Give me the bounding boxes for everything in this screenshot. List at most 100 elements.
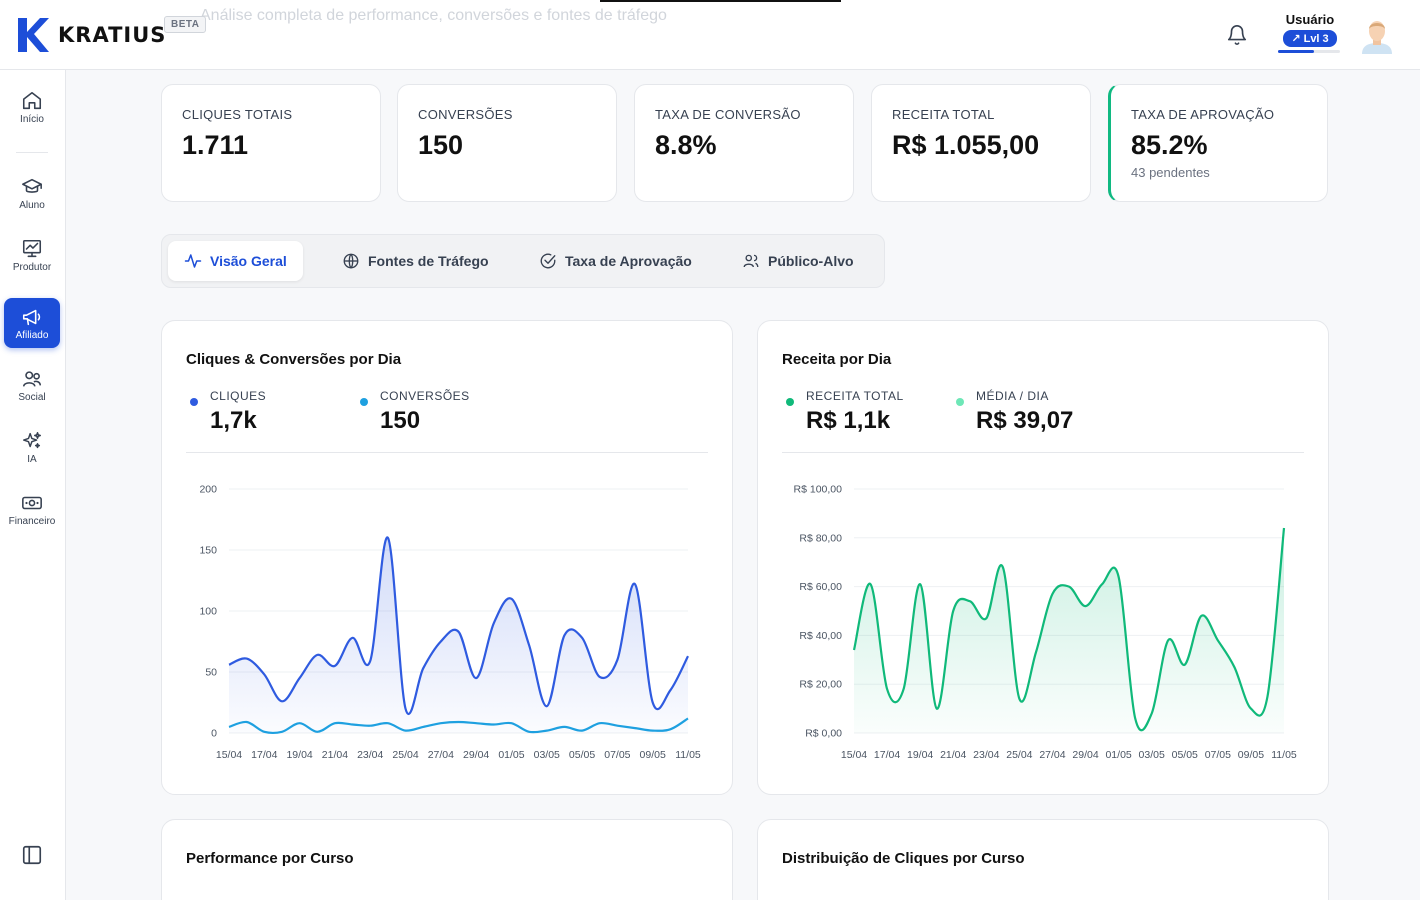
series-line[interactable] bbox=[228, 717, 689, 735]
check-circle-icon bbox=[540, 253, 556, 269]
series-line[interactable] bbox=[852, 527, 1286, 732]
x-tick-label: 11/05 bbox=[1271, 749, 1297, 761]
legend-value: 1,7k bbox=[210, 407, 257, 434]
sidebar-divider bbox=[16, 152, 48, 153]
sidebar-item-label: Afiliado bbox=[15, 330, 49, 341]
kpi-label: TAXA DE CONVERSÃO bbox=[655, 107, 801, 122]
kpi-label: CONVERSÕES bbox=[418, 107, 513, 122]
x-tick-label: 17/04 bbox=[251, 749, 277, 761]
x-tick-label: 05/05 bbox=[1172, 749, 1198, 761]
y-tick-label: R$ 0,00 bbox=[805, 728, 842, 740]
y-tick-label: R$ 80,00 bbox=[799, 532, 842, 544]
x-tick-label: 25/04 bbox=[1006, 749, 1032, 761]
x-tick-label: 19/04 bbox=[286, 749, 312, 761]
y-tick-label: R$ 40,00 bbox=[799, 630, 842, 642]
kpi-label: RECEITA TOTAL bbox=[892, 107, 995, 122]
x-tick-label: 27/04 bbox=[1039, 749, 1065, 761]
graduation-cap-icon bbox=[22, 178, 42, 193]
card-title: Cliques & Conversões por Dia bbox=[186, 351, 402, 368]
revenue-chart: R$ 0,00 R$ 20,00 R$ 40,00 R$ 60,00 R$ 80,00 R… bbox=[794, 484, 1297, 762]
sidebar-item-label: Produtor bbox=[12, 262, 52, 273]
x-tick-label: 17/04 bbox=[874, 749, 900, 761]
user-menu[interactable]: Usuário ↗ Lvl 3 bbox=[1278, 12, 1342, 53]
tab-taxa-aprovacao[interactable]: Taxa de Aprovação bbox=[523, 241, 708, 281]
kpi-value: 85.2% bbox=[1131, 130, 1208, 160]
legend-label: RECEITA TOTAL bbox=[806, 389, 904, 403]
x-tick-label: 11/05 bbox=[675, 749, 701, 761]
kpi-card-conversoes: CONVERSÕES 150 bbox=[397, 84, 617, 202]
performance-card: Performance por Curso bbox=[161, 819, 733, 900]
tab-fontes-trafego[interactable]: Fontes de Tráfego bbox=[326, 241, 505, 281]
x-tick-label: 09/05 bbox=[1238, 749, 1264, 761]
sidebar-item-label: Aluno bbox=[19, 200, 45, 211]
sidebar-item-afiliado[interactable]: Afiliado bbox=[4, 298, 60, 348]
tab-label: Visão Geral bbox=[210, 253, 287, 269]
legend-dot bbox=[360, 398, 368, 406]
home-icon bbox=[22, 91, 42, 110]
legend-dot bbox=[786, 398, 794, 406]
bell-icon[interactable] bbox=[1226, 24, 1248, 46]
kpi-subtext: 43 pendentes bbox=[1131, 165, 1210, 180]
sparkles-icon bbox=[23, 432, 41, 449]
kratius-logo-icon bbox=[18, 18, 49, 52]
sidebar-item-produtor[interactable]: Produtor bbox=[4, 230, 60, 280]
sidebar-item-ia[interactable]: IA bbox=[4, 422, 60, 472]
series-line[interactable] bbox=[228, 536, 689, 715]
series-area bbox=[229, 537, 688, 733]
globe-icon bbox=[343, 253, 359, 269]
tab-publico-alvo[interactable]: Público-Alvo bbox=[726, 241, 870, 281]
kpi-label: TAXA DE APROVAÇÃO bbox=[1131, 107, 1275, 122]
kpi-label: CLIQUES TOTAIS bbox=[182, 107, 293, 122]
y-tick-label: 100 bbox=[199, 606, 217, 618]
legend-value: R$ 1,1k bbox=[806, 407, 891, 434]
top-header: Análise completa de performance, convers… bbox=[0, 0, 1420, 70]
x-tick-label: 23/04 bbox=[357, 749, 383, 761]
sidebar-item-aluno[interactable]: Aluno bbox=[4, 168, 60, 218]
x-tick-label: 01/05 bbox=[498, 749, 524, 761]
user-avatar[interactable] bbox=[1358, 16, 1396, 54]
sidebar: Início Aluno Produtor Afiliado Social IA… bbox=[0, 70, 66, 900]
sidebar-item-label: Social bbox=[18, 392, 46, 403]
brand-logo[interactable]: KRATIUS bbox=[16, 16, 166, 54]
card-title: Performance por Curso bbox=[186, 850, 354, 867]
x-tick-label: 21/04 bbox=[940, 749, 966, 761]
kpi-value: 150 bbox=[418, 130, 464, 160]
activity-icon bbox=[184, 254, 202, 268]
x-tick-label: 27/04 bbox=[428, 749, 454, 761]
kpi-value: R$ 1.055,00 bbox=[892, 130, 1040, 160]
legend-dot bbox=[956, 398, 964, 406]
sidebar-item-financeiro[interactable]: Financeiro bbox=[4, 484, 60, 534]
y-tick-label: R$ 100,00 bbox=[794, 484, 843, 496]
legend-label: CONVERSÕES bbox=[380, 389, 470, 403]
sidebar-item-label: Início bbox=[20, 114, 44, 125]
revenue-card: Receita por Dia RECEITA TOTAL R$ 1,1k MÉ… bbox=[757, 320, 1329, 795]
legend-value: 150 bbox=[380, 407, 421, 434]
x-tick-label: 15/04 bbox=[216, 749, 242, 761]
x-tick-label: 23/04 bbox=[973, 749, 999, 761]
tab-visao-geral[interactable]: Visão Geral bbox=[168, 241, 303, 281]
y-tick-label: 150 bbox=[199, 545, 217, 557]
top-decoration-line bbox=[600, 0, 841, 2]
kpi-card-receita-total: RECEITA TOTAL R$ 1.055,00 bbox=[871, 84, 1091, 202]
legend-dot bbox=[190, 398, 198, 406]
y-tick-label: R$ 20,00 bbox=[799, 679, 842, 691]
level-progress-bar bbox=[1278, 50, 1340, 53]
users-icon bbox=[22, 371, 42, 387]
sidebar-item-social[interactable]: Social bbox=[4, 360, 60, 410]
legend-label: MÉDIA / DIA bbox=[976, 389, 1049, 403]
x-tick-label: 03/05 bbox=[1139, 749, 1165, 761]
y-tick-label: R$ 60,00 bbox=[799, 581, 842, 593]
tab-label: Taxa de Aprovação bbox=[565, 253, 692, 269]
card-separator bbox=[782, 452, 1304, 453]
x-tick-label: 29/04 bbox=[463, 749, 489, 761]
level-badge: ↗ Lvl 3 bbox=[1283, 30, 1337, 47]
sidebar-collapse-icon[interactable] bbox=[21, 844, 43, 866]
kpi-card-taxa-conversao: TAXA DE CONVERSÃO 8.8% bbox=[634, 84, 854, 202]
x-tick-label: 03/05 bbox=[534, 749, 560, 761]
banknote-icon bbox=[22, 496, 42, 510]
level-label: Lvl 3 bbox=[1303, 33, 1329, 45]
clicks-conversions-card: Cliques & Conversões por Dia CLIQUES 1,7… bbox=[161, 320, 733, 795]
users-icon bbox=[743, 254, 759, 268]
sidebar-item-inicio[interactable]: Início bbox=[4, 82, 60, 132]
brand-name: KRATIUS bbox=[58, 23, 167, 47]
